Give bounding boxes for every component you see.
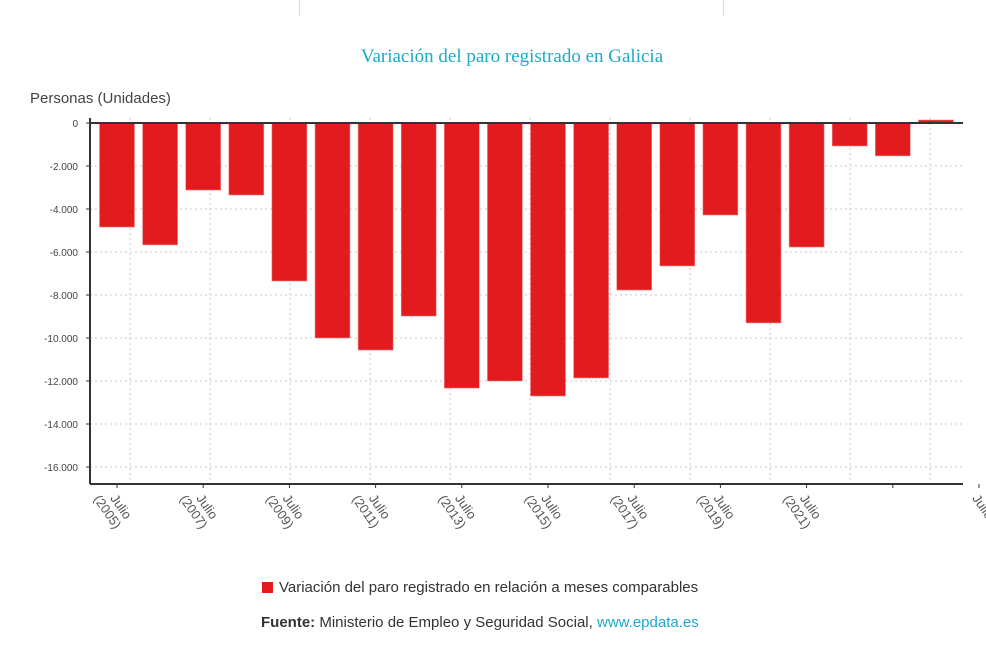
bar (745, 122, 782, 324)
source-link[interactable]: www.epdata.es (596, 614, 699, 631)
legend[interactable]: Variación del paro registrado en relació… (262, 579, 698, 596)
y-tick-label: -8.000 (50, 291, 79, 302)
bar (228, 122, 265, 196)
x-tick-label: Julio(2017) (608, 484, 653, 531)
y-axis-label: Personas (Unidades) (30, 90, 171, 107)
y-tick-label: -6.000 (50, 248, 79, 259)
y-tick-label: -2.000 (50, 162, 79, 173)
bar (659, 122, 696, 267)
bar (831, 122, 868, 147)
x-tick-label: Julio(2021) (780, 484, 825, 531)
source-text: Ministerio de Empleo y Seguridad Social, (315, 614, 597, 631)
divider (723, 0, 724, 16)
source: Fuente: Ministerio de Empleo y Seguridad… (261, 614, 699, 631)
bar (788, 122, 825, 248)
bar (573, 122, 609, 379)
bar (99, 122, 135, 228)
bar (443, 122, 480, 389)
legend-swatch (262, 582, 273, 593)
x-tick-label: Julio(2007) (177, 484, 222, 531)
bar (142, 122, 178, 246)
bar (702, 122, 739, 216)
bar (314, 122, 351, 339)
y-tick-label: -10.000 (44, 334, 78, 345)
x-tick-label: Julio(2013) (435, 484, 480, 531)
y-tick-label: 0 (72, 119, 78, 130)
x-tick-label: Julio (969, 491, 986, 522)
chart-title: Variación del paro registrado en Galicia (360, 46, 664, 67)
x-tick-label: Julio(2015) (522, 484, 567, 531)
bar (185, 122, 221, 191)
bar (487, 122, 523, 382)
x-tick-label: Julio(2019) (694, 484, 739, 531)
y-tick-label: -16.000 (44, 463, 78, 474)
x-tick-label: Julio(2005) (91, 484, 136, 531)
x-tick-label: Julio(2011) (349, 484, 394, 531)
bar (616, 122, 653, 291)
bar (357, 122, 394, 351)
legend-label: Variación del paro registrado en relació… (279, 579, 699, 596)
x-tick-label: Julio(2009) (263, 484, 308, 531)
bar-chart: 0 -2.000 -4.000 -6.000 -8.000 -10.000 -12.000 -… (44, 118, 986, 531)
source-label: Fuente: (261, 614, 316, 631)
bar (530, 122, 566, 397)
bar (874, 122, 911, 157)
bar (400, 122, 437, 317)
y-tick-label: -4.000 (50, 205, 79, 216)
bar (271, 122, 308, 282)
y-tick-label: -12.000 (44, 377, 78, 388)
y-tick-label: -14.000 (44, 420, 78, 431)
divider (299, 0, 300, 16)
